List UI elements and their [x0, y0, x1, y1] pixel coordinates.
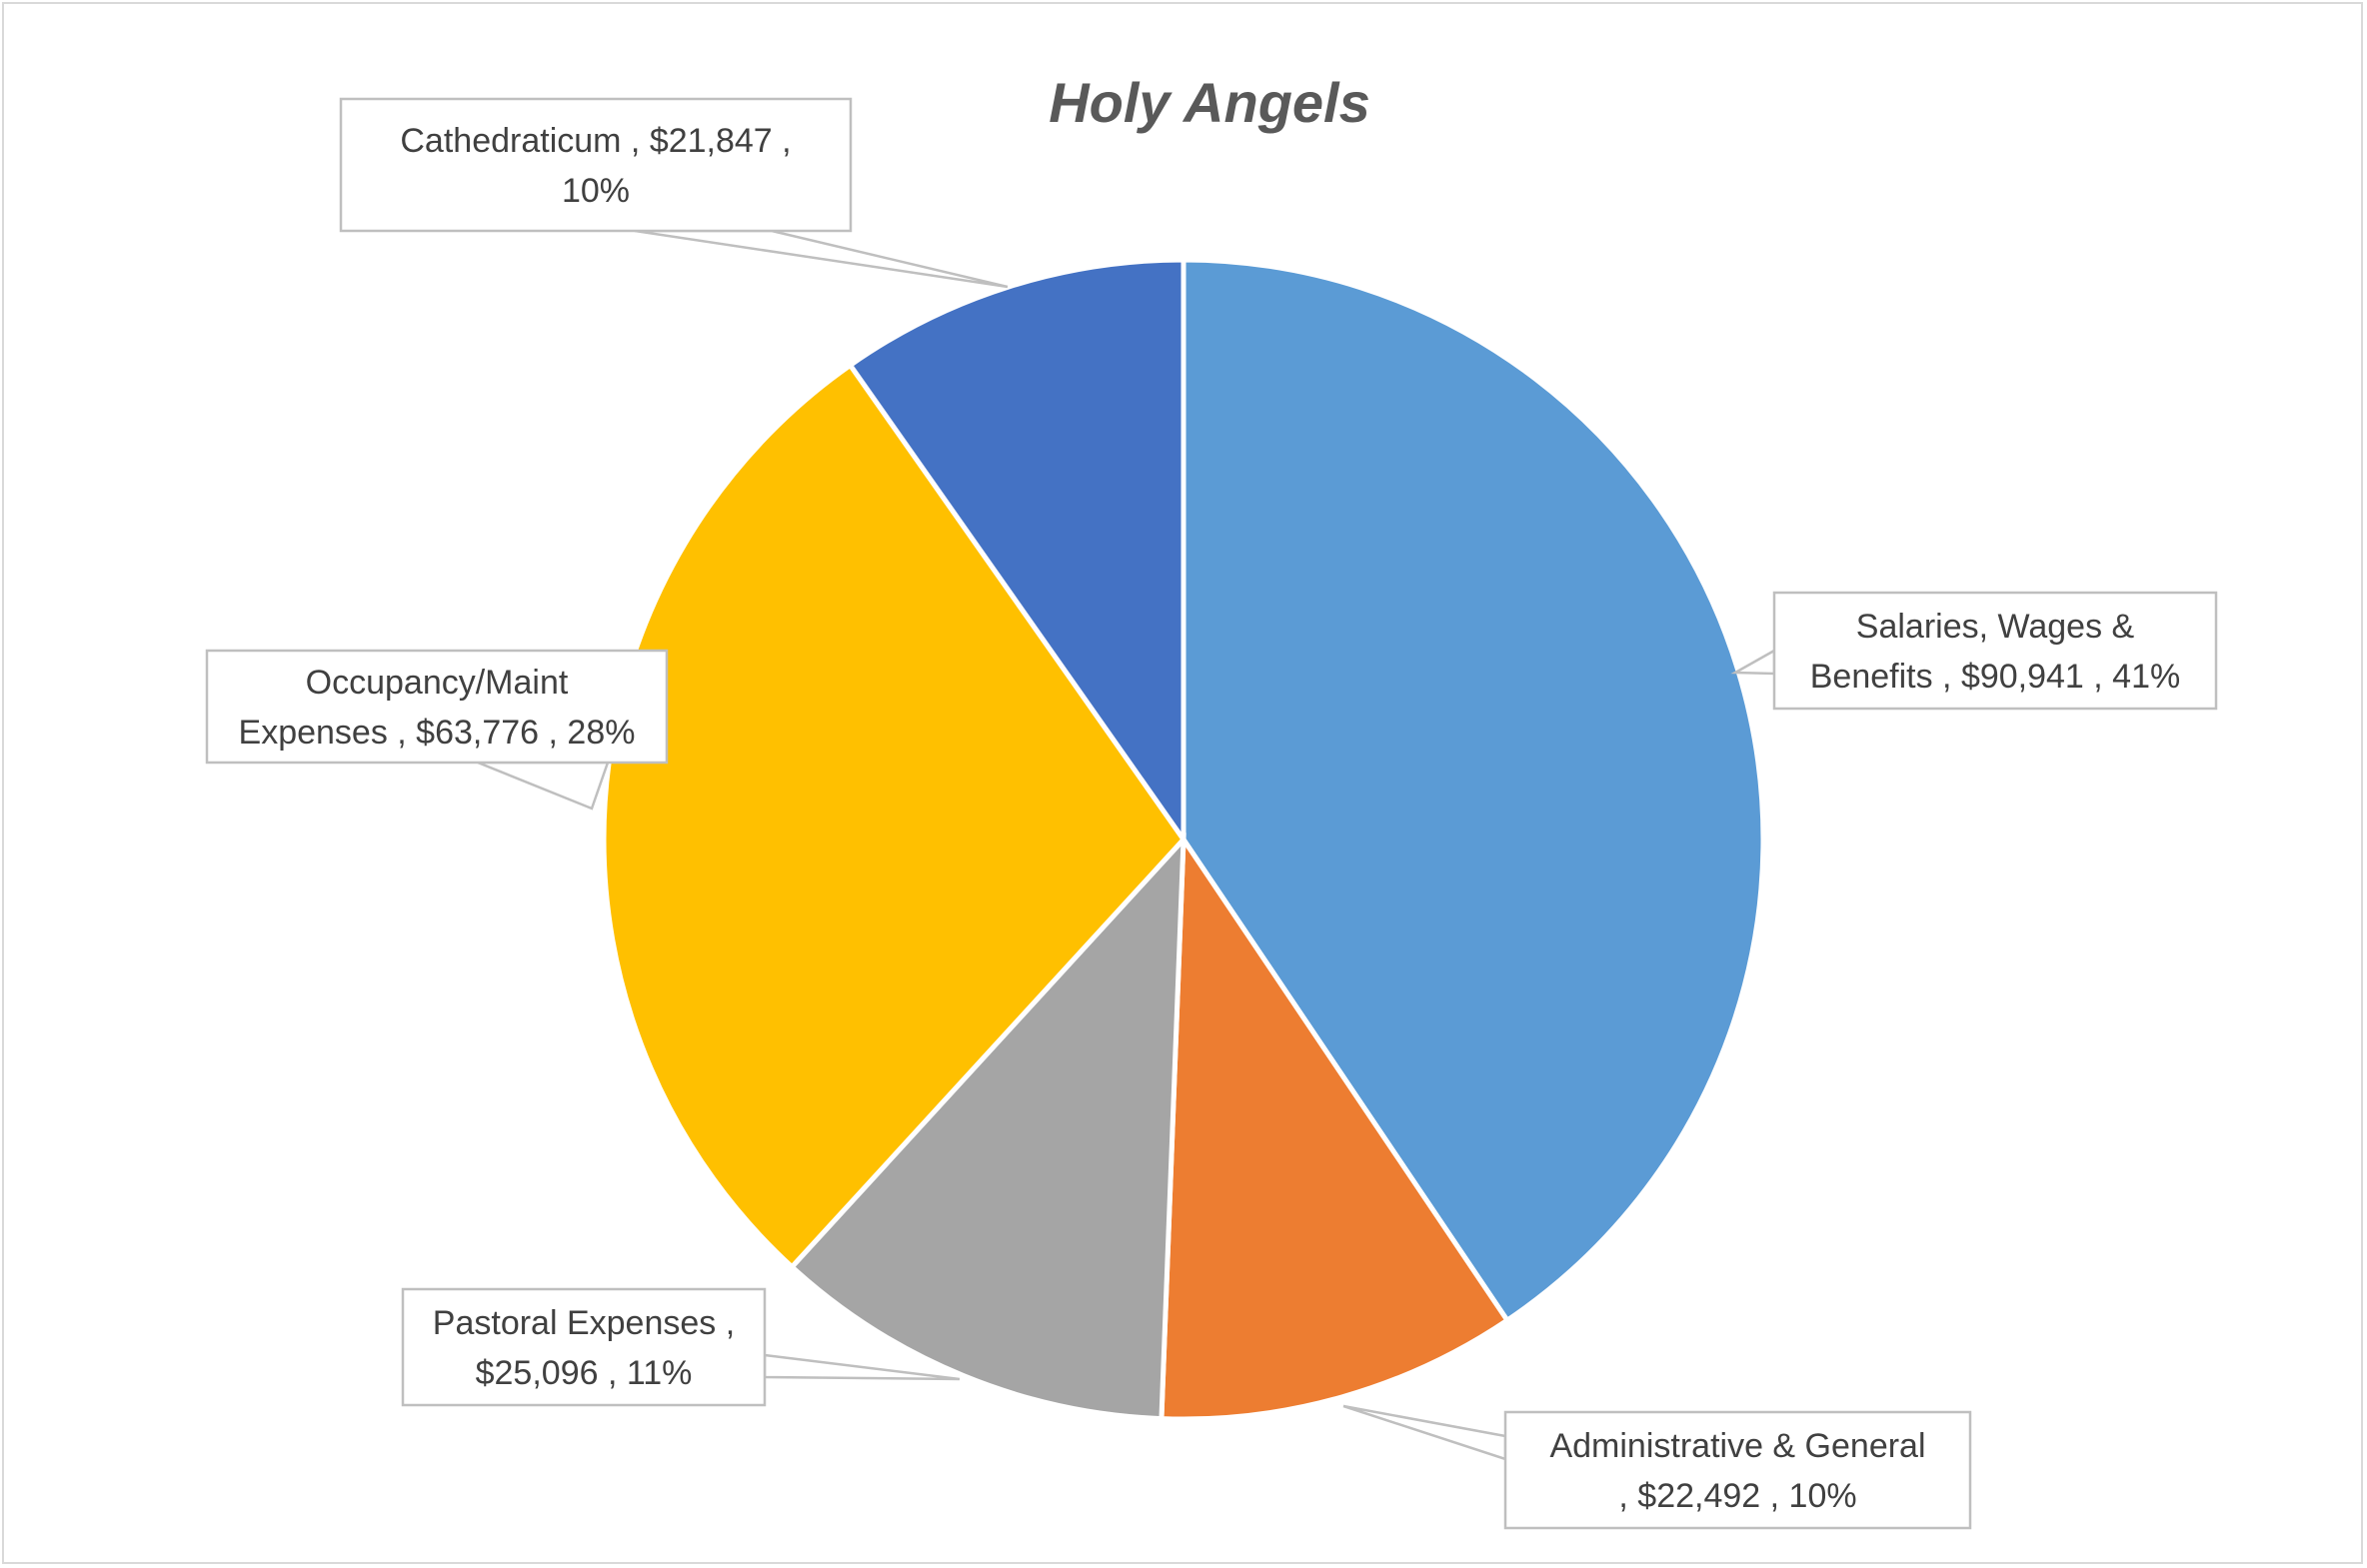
pie-slice-pastoral-expenses — [788, 832, 1186, 1422]
data-label-text: Salaries, Wages & — [1856, 608, 2135, 646]
label-box — [401, 1287, 767, 1407]
label-box — [1772, 591, 2218, 711]
label-leader-line — [477, 761, 610, 810]
data-label-occupancy-maint-expenses: Occupancy/Maint Expenses , $63,776 , 28% — [205, 649, 669, 810]
label-leader-line — [1730, 648, 1776, 676]
label-leader-line — [1342, 1404, 1507, 1461]
label-box — [1503, 1410, 1972, 1530]
data-labels: Salaries, Wages & Benefits , $90,941 , 41… — [205, 97, 2218, 1530]
pie-slice-occupancy-maint-expenses — [601, 361, 1187, 1271]
data-label-cathedraticum: Cathedraticum , $21,847 , 10% — [339, 97, 1009, 289]
data-label-text: Pastoral Expenses , — [433, 1304, 735, 1342]
label-leader-line — [634, 229, 1009, 289]
data-label-text: , $22,492 , 10% — [1618, 1477, 1856, 1515]
data-label-pastoral-expenses: Pastoral Expenses , $25,096 , 11% — [401, 1287, 961, 1407]
data-label-salaries-wages-benefits: Salaries, Wages & Benefits , $90,941 , 41… — [1730, 591, 2218, 711]
pie-slices — [601, 257, 1766, 1422]
label-box — [339, 97, 853, 233]
data-label-text: $25,096 , 11% — [476, 1354, 693, 1392]
data-label-text: Expenses , $63,776 , 28% — [239, 714, 636, 752]
data-label-text: Administrative & General — [1549, 1427, 1925, 1465]
data-label-administrative-general: Administrative & General , $22,492 , 10% — [1342, 1404, 1972, 1530]
data-label-text: Benefits , $90,941 , 41% — [1810, 658, 2180, 696]
data-label-text: Cathedraticum , $21,847 , — [400, 122, 791, 160]
pie-slice-administrative-general — [1159, 831, 1511, 1422]
pie-slice-cathedraticum — [847, 257, 1186, 847]
chart-title: Holy Angels — [1049, 71, 1370, 134]
data-label-text: Occupancy/Maint — [306, 664, 569, 702]
label-box — [205, 649, 669, 765]
data-label-text: 10% — [562, 172, 630, 210]
